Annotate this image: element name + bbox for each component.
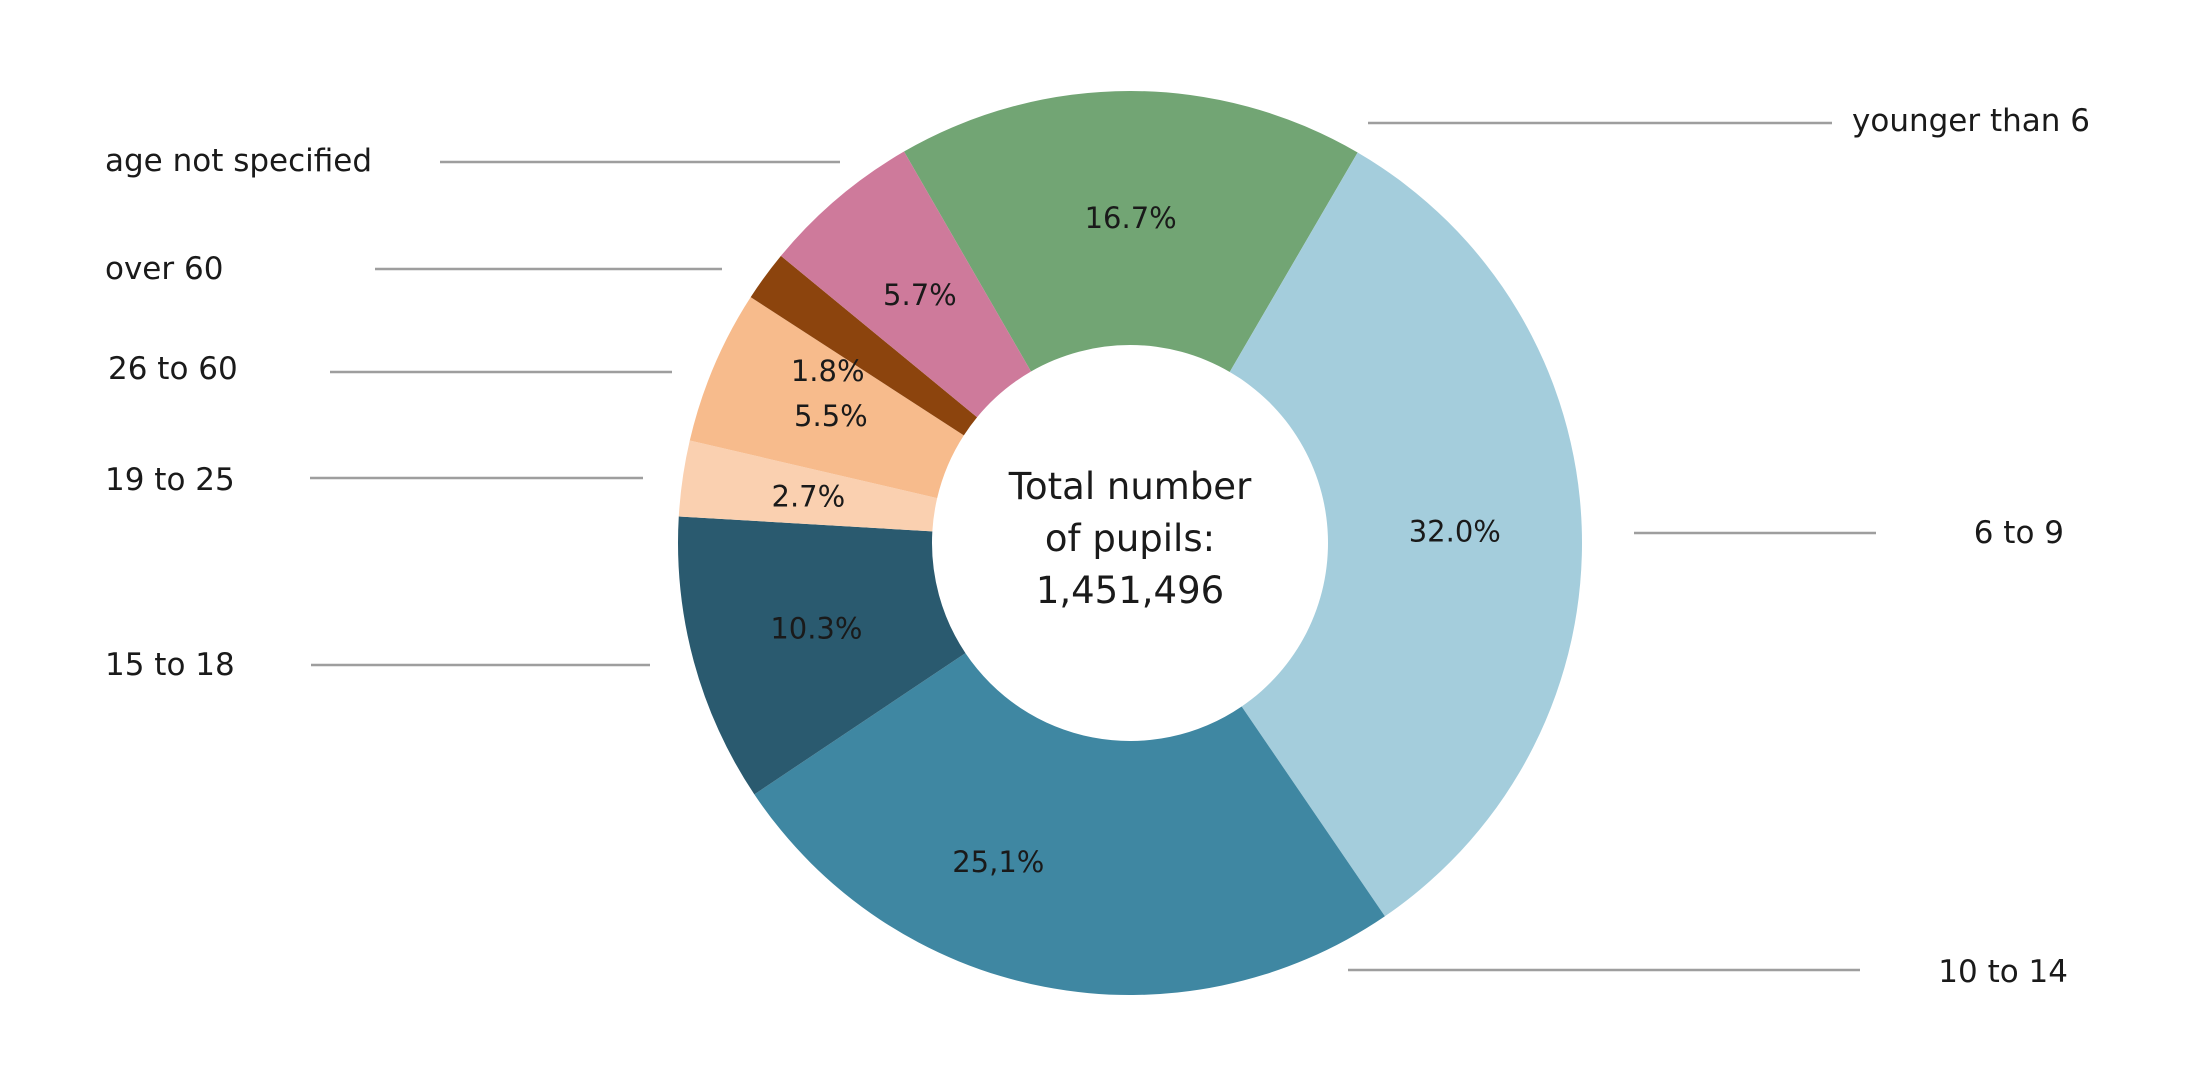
slice-value-label-7: 5.7% xyxy=(883,278,957,312)
donut-slices xyxy=(678,91,1583,995)
category-labels: younger than 6 6 to 9 10 to 14 15 to 18 19 t… xyxy=(105,103,2090,990)
category-label-2: 10 to 14 xyxy=(1938,954,2068,990)
category-label-6: over 60 xyxy=(105,251,223,287)
donut-slice-2 xyxy=(754,653,1385,995)
slice-value-label-4: 2.7% xyxy=(772,479,846,513)
category-label-3: 15 to 18 xyxy=(105,647,235,683)
category-label-0: younger than 6 xyxy=(1852,103,2090,139)
slice-value-label-5: 5.5% xyxy=(794,399,868,433)
center-label-line-3: 1,451,496 xyxy=(1036,569,1224,612)
slice-value-label-6: 1.8% xyxy=(791,354,865,388)
center-label-line-2: of pupils: xyxy=(1045,517,1215,560)
slice-value-label-2: 25,1% xyxy=(952,845,1044,879)
slice-value-labels: 16.7% 32.0% 25,1% 10.3% 2.7% 5.5% 1.8% 5.7% xyxy=(770,201,1501,879)
category-label-4: 19 to 25 xyxy=(105,462,235,498)
slice-value-label-3: 10.3% xyxy=(770,611,862,645)
donut-slice-6 xyxy=(750,255,978,436)
category-label-1: 6 to 9 xyxy=(1974,515,2064,551)
leader-lines xyxy=(310,121,1876,972)
category-label-7: age not specified xyxy=(105,143,372,179)
donut-slice-4 xyxy=(678,440,938,532)
donut-slice-1 xyxy=(1229,152,1583,917)
donut-slice-3 xyxy=(678,516,966,795)
slice-value-label-0: 16.7% xyxy=(1085,201,1177,235)
center-label-line-1: Total number xyxy=(1008,465,1252,508)
donut-slice-0 xyxy=(904,91,1358,372)
donut-slice-5 xyxy=(689,297,964,499)
slice-value-label-1: 32.0% xyxy=(1409,514,1501,548)
donut-slice-7 xyxy=(780,151,1031,418)
category-label-5: 26 to 60 xyxy=(108,351,238,387)
